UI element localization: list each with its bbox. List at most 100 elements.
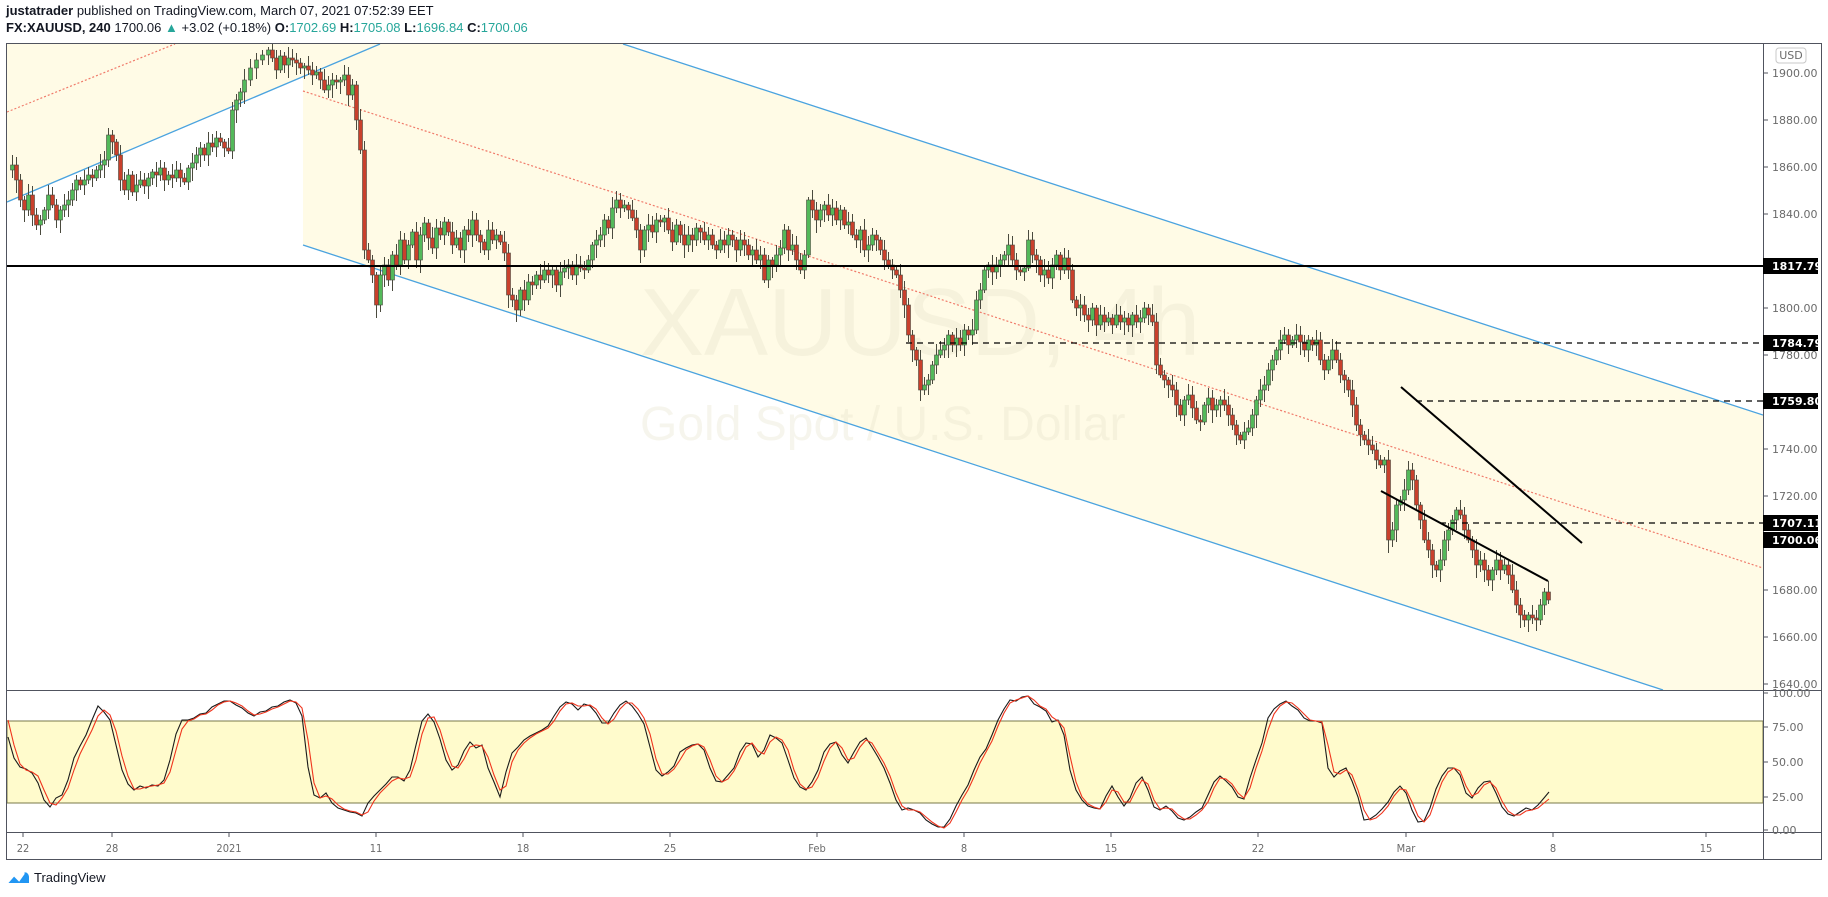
time-tick-label: 28 xyxy=(106,842,119,855)
candle xyxy=(1414,479,1419,506)
open-value: 1702.69 xyxy=(289,20,337,35)
candle xyxy=(558,271,563,286)
candle xyxy=(1342,374,1347,381)
drawings-top-layer[interactable] xyxy=(7,265,1763,582)
time-tick-label: 11 xyxy=(370,842,383,855)
candle xyxy=(1242,431,1247,441)
candle xyxy=(526,281,531,301)
price-tick-label: 1880.00 xyxy=(1772,114,1818,127)
time-axis[interactable]: 22 28 2021 11 18 25 Feb 8 15 22 Mar 8 15 xyxy=(17,832,1713,855)
candles-layer xyxy=(10,44,1551,632)
stochastic-pane[interactable] xyxy=(7,695,1763,829)
candle xyxy=(1162,374,1167,381)
candle xyxy=(110,134,115,143)
price-tick-label: 1740.00 xyxy=(1772,443,1818,456)
candle xyxy=(18,179,23,201)
candle xyxy=(1374,449,1379,461)
candle xyxy=(1166,379,1171,386)
candle xyxy=(878,239,883,251)
candle xyxy=(918,359,923,391)
drawings-layer[interactable] xyxy=(7,44,1763,690)
candle xyxy=(982,269,987,291)
candle xyxy=(1262,384,1267,391)
candle xyxy=(1518,604,1523,616)
price-tag xyxy=(1763,335,1818,351)
price-tag-label: 1700.06 xyxy=(1772,534,1822,547)
asc-channel-lower-line[interactable] xyxy=(7,44,381,203)
last-price: 1700.06 xyxy=(114,20,162,35)
candle xyxy=(710,234,715,246)
candle xyxy=(1298,334,1303,343)
candle xyxy=(214,137,219,148)
price-tag-label: 1707.11 xyxy=(1772,517,1822,530)
candle xyxy=(248,67,253,81)
candle xyxy=(1154,321,1159,366)
candle xyxy=(1490,569,1495,581)
price-tag-label: 1784.79 xyxy=(1772,337,1822,350)
candle xyxy=(58,209,63,221)
candle xyxy=(914,349,919,361)
candle xyxy=(330,79,335,86)
price-tag xyxy=(1763,515,1818,531)
candle xyxy=(1182,399,1187,416)
candle xyxy=(1394,504,1399,531)
candle xyxy=(930,364,935,381)
candle xyxy=(1146,307,1151,316)
candle xyxy=(370,259,375,276)
candle xyxy=(1514,589,1519,606)
time-tick-label: Feb xyxy=(808,842,825,855)
main-pane[interactable]: XAUUSD, 4h Gold Spot / U.S. Dollar xyxy=(7,40,1763,723)
stochastic-axis[interactable]: 100.00 75.00 50.00 25.00 0.00 xyxy=(1763,687,1811,837)
candle xyxy=(1174,389,1179,406)
candle xyxy=(1426,539,1431,551)
time-tick-label: 8 xyxy=(961,842,967,855)
time-tick-label: 8 xyxy=(1550,842,1556,855)
wedge-upper-line[interactable] xyxy=(1400,386,1583,544)
low-value: 1696.84 xyxy=(416,20,464,35)
candle xyxy=(1270,359,1275,371)
candle xyxy=(1274,349,1279,361)
candle xyxy=(478,234,483,243)
candle xyxy=(590,244,595,261)
candle xyxy=(114,141,119,156)
candle xyxy=(874,234,879,241)
wedge-lower-line[interactable] xyxy=(1380,490,1549,582)
candle xyxy=(1066,257,1071,271)
author-name[interactable]: justatrader xyxy=(6,3,74,18)
currency-badge[interactable] xyxy=(1775,47,1807,64)
time-tick-label: 18 xyxy=(517,842,530,855)
candle xyxy=(294,59,299,64)
candle xyxy=(286,57,291,66)
price-tag-label: 1759.80 xyxy=(1772,395,1822,408)
candle xyxy=(290,57,295,61)
time-tick-label: 25 xyxy=(664,842,677,855)
candle xyxy=(1138,317,1143,323)
candle xyxy=(354,84,359,121)
channel-upper-line[interactable] xyxy=(622,44,1763,416)
candle xyxy=(862,229,867,251)
candle xyxy=(1354,404,1359,426)
candle xyxy=(66,199,71,206)
candle xyxy=(842,209,847,226)
candle xyxy=(810,199,815,211)
candle xyxy=(934,354,939,366)
candle xyxy=(510,294,515,301)
candle xyxy=(406,244,411,261)
channel-lower-line[interactable] xyxy=(302,244,1664,690)
candle xyxy=(230,109,235,152)
candle xyxy=(906,304,911,336)
price-tick-label: 1800.00 xyxy=(1772,302,1818,315)
candle xyxy=(1158,364,1163,376)
candle xyxy=(1070,269,1075,301)
candle xyxy=(134,184,139,193)
price-axis[interactable]: USD 1900.00 1880.00 1860.00 1840.00 1800.00 1… xyxy=(1763,47,1818,691)
tradingview-brand[interactable]: TradingView xyxy=(6,869,106,885)
candle xyxy=(30,194,35,216)
candle xyxy=(978,289,983,301)
candle xyxy=(102,159,107,166)
candle xyxy=(162,167,167,181)
candle xyxy=(1346,379,1351,391)
candle xyxy=(418,234,423,261)
candle xyxy=(1210,397,1215,411)
